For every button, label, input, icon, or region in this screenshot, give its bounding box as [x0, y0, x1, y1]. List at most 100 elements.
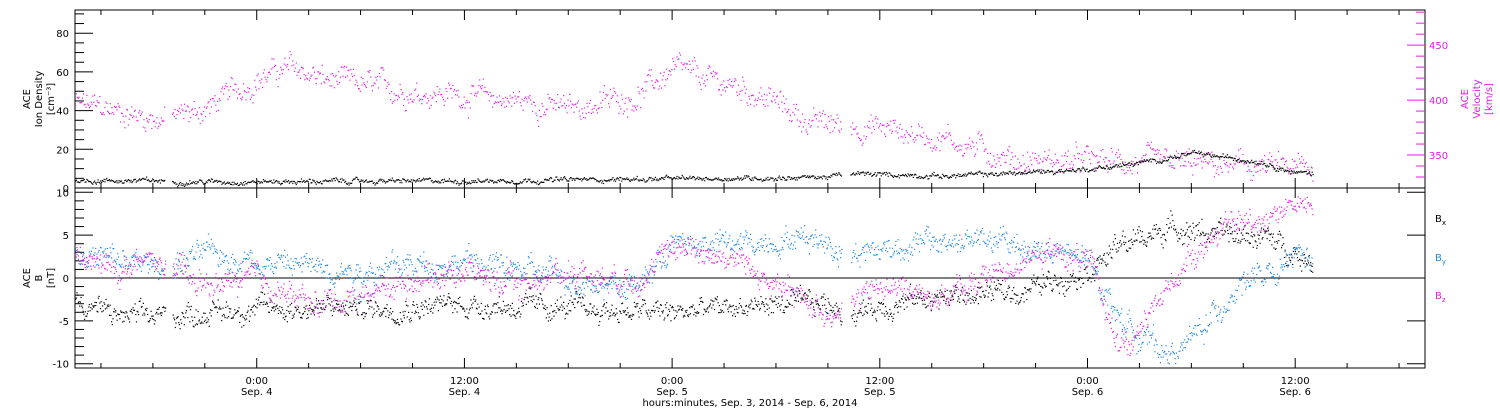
velocity-series-point: [831, 115, 832, 116]
velocity-series-point: [995, 167, 996, 168]
velocity-series-point: [340, 77, 341, 78]
bx-series-point: [192, 320, 193, 321]
bx-series-point: [1091, 281, 1092, 282]
bx-series-point: [156, 312, 157, 313]
velocity-series-point: [426, 103, 427, 104]
density-series-point: [625, 179, 626, 180]
bx-series-point: [423, 304, 424, 305]
velocity-series-point: [1120, 159, 1121, 160]
bx-series-point: [456, 302, 457, 303]
bx-series-point: [247, 312, 248, 313]
velocity-series-point: [240, 98, 241, 99]
bx-series-point: [1276, 248, 1277, 249]
velocity-series-point: [1219, 159, 1220, 160]
bx-series-point: [1156, 234, 1157, 235]
by-series-point: [190, 253, 191, 254]
density-series-point: [473, 180, 474, 181]
velocity-series-point: [739, 94, 740, 95]
bx-series-point: [191, 316, 192, 317]
density-series-point: [632, 179, 633, 180]
density-series-point: [762, 181, 763, 182]
velocity-series-point: [375, 77, 376, 78]
density-series-point: [697, 177, 698, 178]
bx-series-point: [1120, 245, 1121, 246]
bx-series-point: [951, 290, 952, 291]
density-series-point: [1085, 171, 1086, 172]
velocity-series-point: [719, 89, 720, 90]
bx-series-point: [728, 311, 729, 312]
velocity-series-point: [756, 104, 757, 105]
velocity-series-point: [91, 104, 92, 105]
bx-series-point: [390, 308, 391, 309]
density-series-point: [153, 179, 154, 180]
density-series-point: [184, 186, 185, 187]
bx-series-point: [560, 307, 561, 308]
density-series-point: [231, 184, 232, 185]
velocity-series-point: [181, 109, 182, 110]
density-series-point: [630, 181, 631, 182]
bx-series-point: [1098, 259, 1099, 260]
bx-series-point: [454, 308, 455, 309]
velocity-series-point: [332, 73, 333, 74]
density-series-point: [121, 180, 122, 181]
bx-series-point: [1181, 229, 1182, 230]
density-series-point: [1169, 157, 1170, 158]
velocity-series-point: [1278, 151, 1279, 152]
bx-series-point: [904, 309, 905, 310]
density-series-point: [198, 181, 199, 182]
bx-series-point: [776, 304, 777, 305]
bx-series-point: [314, 314, 315, 315]
velocity-series-point: [380, 76, 381, 77]
density-series-point: [991, 173, 992, 174]
bx-series-point: [481, 310, 482, 311]
bx-series-point: [197, 324, 198, 325]
density-series-point: [1268, 166, 1269, 167]
density-series-point: [1227, 154, 1228, 155]
velocity-series-point: [574, 112, 575, 113]
bx-series-point: [783, 310, 784, 311]
density-series-point: [837, 174, 838, 175]
velocity-series-point: [1057, 160, 1058, 161]
bx-series-point: [733, 313, 734, 314]
bx-series-point: [977, 287, 978, 288]
bx-series-point: [680, 306, 681, 307]
density-series-point: [789, 177, 790, 178]
velocity-series-point: [131, 107, 132, 108]
velocity-series-point: [1299, 158, 1300, 159]
velocity-series-point: [1078, 158, 1079, 159]
bx-series-point: [1134, 241, 1135, 242]
bx-series-point: [469, 309, 470, 310]
bx-series-point: [281, 313, 282, 314]
bx-series-point: [1220, 218, 1221, 219]
bx-series-point: [381, 314, 382, 315]
bx-series-point: [119, 314, 120, 315]
density-series-point: [730, 180, 731, 181]
density-series-point: [733, 178, 734, 179]
bx-series-point: [832, 312, 833, 313]
velocity-series-point: [927, 142, 928, 143]
density-series-point: [207, 182, 208, 183]
bx-series-point: [770, 298, 771, 299]
bx-series-point: [926, 306, 927, 307]
velocity-series-point: [490, 92, 491, 93]
bx-series-point: [699, 304, 700, 305]
density-series-point: [130, 180, 131, 181]
velocity-series-point: [299, 69, 300, 70]
velocity-series-point: [218, 110, 219, 111]
density-series-point: [708, 178, 709, 179]
by-series-point: [198, 245, 199, 246]
bx-series-point: [146, 310, 147, 311]
velocity-series-point: [1152, 148, 1153, 149]
bx-series-point: [628, 317, 629, 318]
bx-series-point: [914, 295, 915, 296]
density-series-point: [471, 180, 472, 181]
density-series-point: [331, 179, 332, 180]
density-series-point: [586, 178, 587, 179]
by-series-point: [200, 250, 201, 251]
bx-series-point: [949, 291, 950, 292]
bx-series-point: [566, 313, 567, 314]
bx-series-point: [487, 305, 488, 306]
bx-series-point: [816, 304, 817, 305]
bx-series-point: [110, 305, 111, 306]
velocity-series-point: [930, 147, 931, 148]
